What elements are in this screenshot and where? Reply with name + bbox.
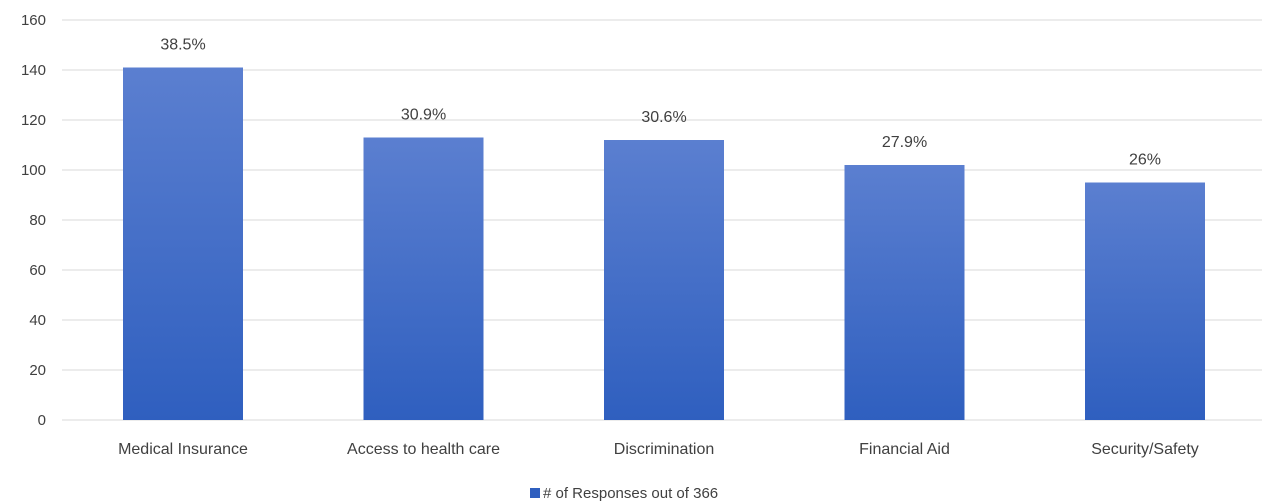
bar-data-label: 30.9% bbox=[401, 107, 446, 124]
y-tick-label: 160 bbox=[21, 12, 46, 29]
bar bbox=[363, 137, 484, 420]
bar-data-label: 30.6% bbox=[641, 109, 686, 126]
bars bbox=[123, 67, 1205, 420]
y-tick-label: 120 bbox=[21, 112, 46, 129]
y-tick-label: 140 bbox=[21, 62, 46, 79]
bar-data-label: 38.5% bbox=[160, 37, 205, 54]
x-category-label: Discrimination bbox=[614, 441, 714, 458]
x-category-label: Financial Aid bbox=[859, 441, 950, 458]
y-tick-label: 100 bbox=[21, 162, 46, 179]
bar bbox=[844, 165, 965, 420]
bar-data-label: 27.9% bbox=[882, 134, 927, 151]
legend: # of Responses out of 366 bbox=[530, 485, 718, 502]
y-tick-label: 60 bbox=[29, 262, 46, 279]
legend-swatch bbox=[530, 488, 540, 498]
bar bbox=[123, 67, 243, 420]
y-tick-label: 80 bbox=[29, 212, 46, 229]
y-tick-label: 0 bbox=[38, 412, 46, 429]
y-axis-ticks: 0 20 40 60 80 100 120 140 160 bbox=[21, 12, 46, 429]
x-category-label: Medical Insurance bbox=[118, 441, 248, 458]
x-axis-categories: Medical Insurance Access to health care Di… bbox=[118, 441, 1199, 458]
x-category-label: Access to health care bbox=[347, 441, 500, 458]
bar bbox=[1085, 182, 1205, 420]
legend-label: # of Responses out of 366 bbox=[543, 485, 718, 502]
data-labels: 38.5% 30.9% 30.6% 27.9% 26% bbox=[160, 37, 1161, 169]
bar bbox=[604, 140, 724, 420]
x-category-label: Security/Safety bbox=[1091, 441, 1199, 458]
bar-data-label: 26% bbox=[1129, 152, 1161, 169]
y-tick-label: 20 bbox=[29, 362, 46, 379]
y-tick-label: 40 bbox=[29, 312, 46, 329]
